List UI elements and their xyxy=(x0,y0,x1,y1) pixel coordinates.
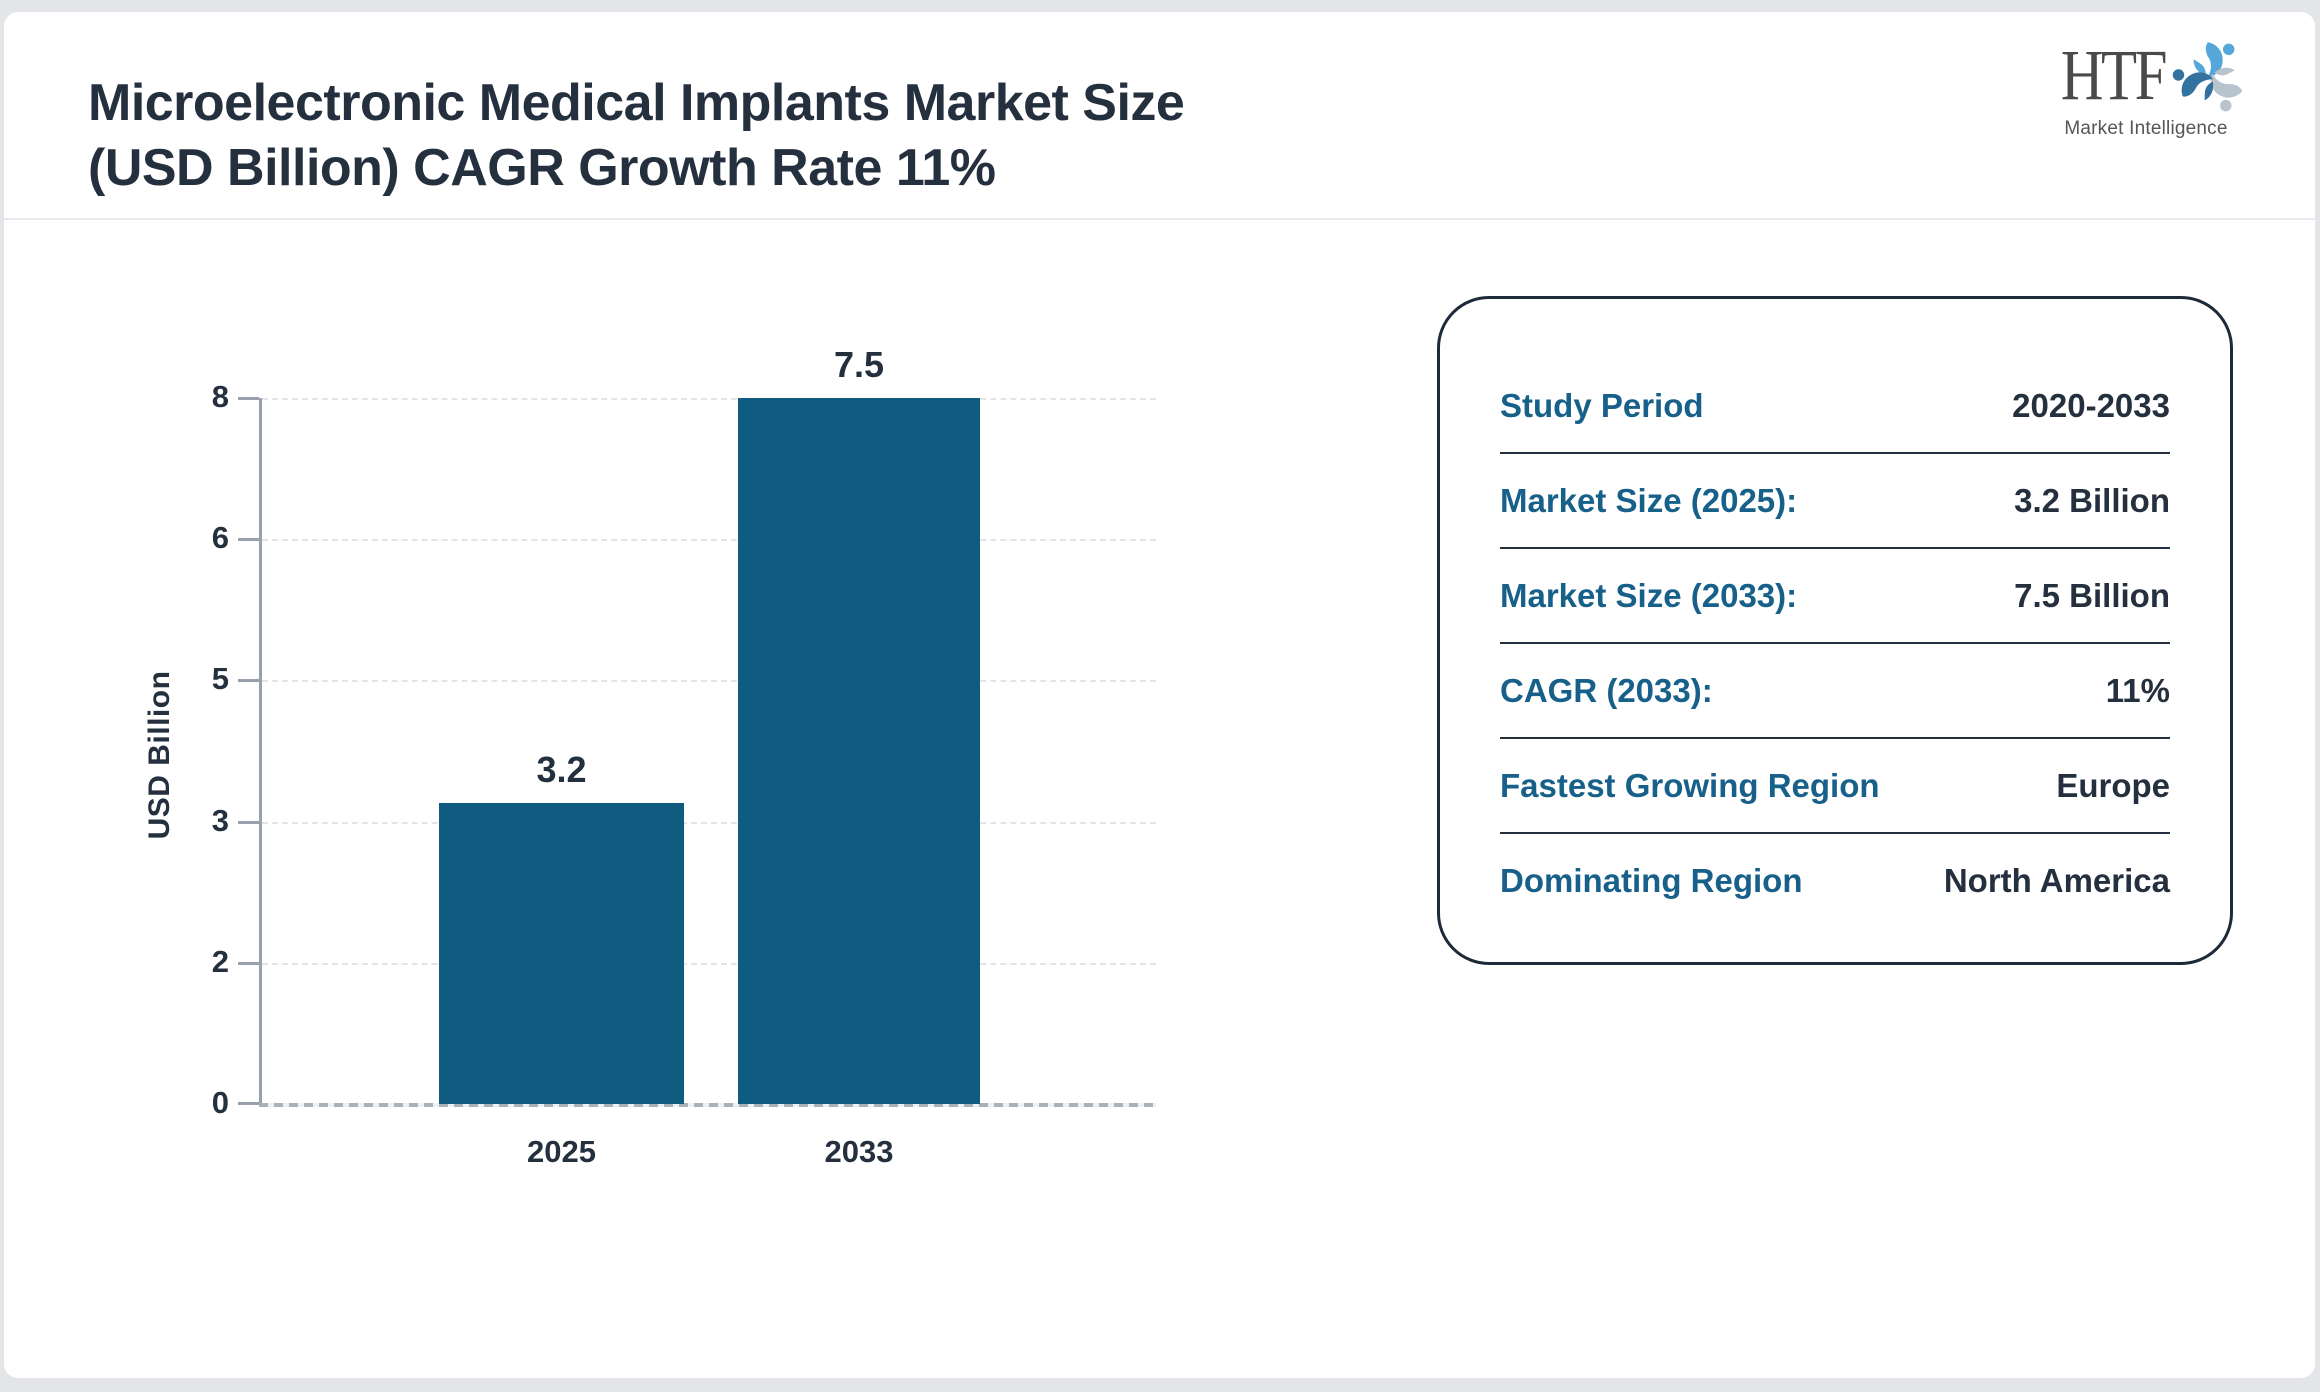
y-tickmark xyxy=(238,679,259,683)
y-tickmark xyxy=(238,1102,259,1105)
panel-row-label: Market Size (2025): xyxy=(1500,481,1798,519)
panel-row-study-period: Study Period 2020-2033 xyxy=(1500,359,2170,454)
gridline-3 xyxy=(262,821,1156,824)
panel-row-value: 2020-2033 xyxy=(2012,386,2170,424)
gridline-6 xyxy=(262,539,1156,542)
x-tick-label-2025: 2025 xyxy=(527,1134,596,1169)
bar-2033: 7.5 xyxy=(738,344,980,1104)
y-tick-label: 5 xyxy=(211,661,229,697)
y-tickmark xyxy=(238,397,259,400)
panel-row-value: Europe xyxy=(2056,766,2170,804)
htf-logo: HTF xyxy=(2048,34,2244,140)
bar-value-label-2025: 3.2 xyxy=(536,749,587,790)
htf-logo-subtitle: Market Intelligence xyxy=(2064,118,2228,139)
gridline-8 xyxy=(262,398,1156,400)
panel-row-value: 7.5 Billion xyxy=(2014,576,2170,614)
htf-logo-text: HTF xyxy=(2061,35,2168,115)
page-title-line1: Microelectronic Medical Implants Market … xyxy=(88,73,1185,132)
panel-row-market-size-2025: Market Size (2025): 3.2 Billion xyxy=(1500,454,2170,549)
panel-row-market-size-2033: Market Size (2033): 7.5 Billion xyxy=(1500,549,2170,644)
y-tickmark xyxy=(238,961,259,965)
bar-chart-plot-area: 8 6 5 3 2 0 3.2 7.5 2025 2033 xyxy=(212,344,1156,1169)
panel-row-label: CAGR (2033): xyxy=(1500,671,1713,709)
x-axis-baseline xyxy=(259,1103,1156,1107)
panel-row-cagr: CAGR (2033): 11% xyxy=(1500,644,2170,739)
y-tick-label: 0 xyxy=(211,1085,229,1120)
panel-row-label: Dominating Region xyxy=(1500,861,1803,899)
panel-row-label: Fastest Growing Region xyxy=(1500,766,1880,804)
x-tick-label-2033: 2033 xyxy=(824,1134,894,1169)
summary-panel: Study Period 2020-2033 Market Size (2025… xyxy=(1437,296,2233,965)
gridline-5 xyxy=(262,680,1156,683)
page-title: Microelectronic Medical Implants Market … xyxy=(88,71,1448,202)
y-tick-label: 2 xyxy=(211,943,229,979)
bar-2025: 3.2 xyxy=(439,749,684,1104)
page-title-line2: (USD Billion) CAGR Growth Rate 11% xyxy=(88,139,996,198)
panel-row-label: Market Size (2033): xyxy=(1500,576,1798,614)
y-tickmark xyxy=(238,538,259,542)
panel-row-dominating-region: Dominating Region North America xyxy=(1500,834,2170,927)
three-figures-swirl-icon xyxy=(2172,42,2242,112)
y-tick-label: 8 xyxy=(211,379,229,414)
panel-row-value: North America xyxy=(1943,861,2170,899)
header-divider xyxy=(4,218,2315,220)
bar-value-label-2033: 7.5 xyxy=(833,344,885,385)
htf-logo-row: HTF xyxy=(2048,34,2244,116)
panel-row-value: 3.2 Billion xyxy=(2014,481,2170,519)
panel-row-fastest-growing-region: Fastest Growing Region Europe xyxy=(1500,739,2170,834)
y-tick-label: 6 xyxy=(211,520,229,556)
panel-row-value: 11% xyxy=(2105,671,2170,709)
y-tick-label: 3 xyxy=(211,802,229,838)
gridline-2 xyxy=(262,962,1156,965)
y-tickmark xyxy=(238,820,259,824)
panel-row-label: Study Period xyxy=(1500,386,1704,424)
